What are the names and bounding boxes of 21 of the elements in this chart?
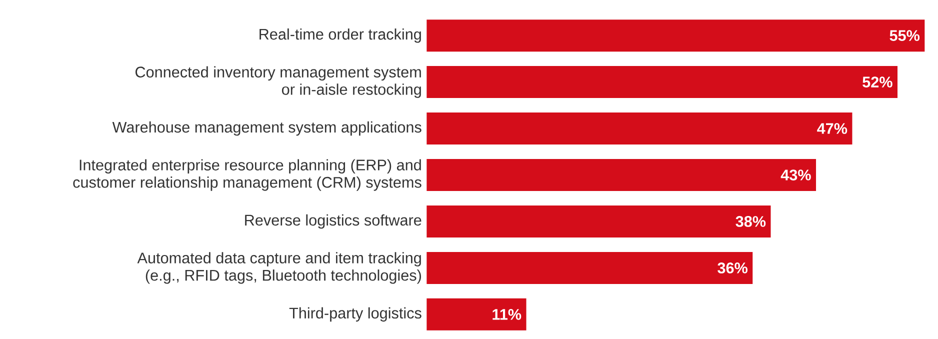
data-label: 38% [736,216,766,227]
bar [426,66,898,98]
y-tick-label: Automated data capture and item tracking (e.g., RFID tags, Bluetooth technologies) [137,252,421,284]
data-label: 52% [862,76,892,88]
y-tick-label: Reverse logistics software [245,214,422,229]
bar [426,205,771,238]
data-label: 55% [890,30,920,41]
y-tick-label: Third-party logistics [289,307,422,322]
y-tick-label: Real-time order tracking [260,28,421,43]
bar [426,20,925,52]
y-tick-label: Integrated enterprise resource planning (ERP) and customer relationship management (CRM) systems [73,159,422,191]
y-tick-label: Connected inventory management system or in-aisle restocking [136,66,421,98]
data-label: 47% [817,123,848,134]
bar [426,252,753,284]
data-label: 43% [780,170,811,180]
bar [426,298,526,330]
bar [426,159,816,192]
y-tick-label: Warehouse management system applications [112,121,422,136]
data-label: 11% [492,309,522,320]
data-label: 36% [718,262,748,274]
bar [426,112,852,145]
